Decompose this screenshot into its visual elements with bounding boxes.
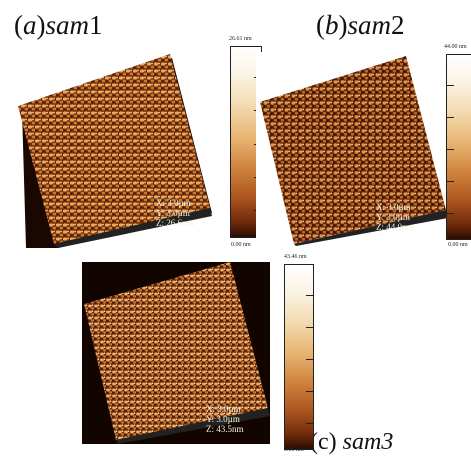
colorbar-c-tick <box>306 327 313 328</box>
colorbar-c-min: 0.00 nm <box>284 447 304 453</box>
afm-image-b: X: 3.0µm Y: 3.0µm Z: 44.0nm <box>256 52 448 246</box>
title-a-number: 1 <box>89 10 103 40</box>
title-a-open: ( <box>14 10 23 40</box>
title-b-name: sam <box>347 10 392 40</box>
scale-y-c: Y: 3.0µm <box>206 414 240 424</box>
colorbar-b-tick <box>447 149 454 150</box>
afm-surface-b <box>260 56 448 246</box>
scale-annotation-c: X: 3.0µm Y: 3.0µm Z: 43.5nm <box>206 404 244 434</box>
title-c-name: sam3 <box>342 429 394 455</box>
colorbar-c-tick <box>306 359 313 360</box>
afm-surface-c <box>82 262 270 444</box>
scale-x-c: X: 3.0µm <box>206 404 241 414</box>
colorbar-b <box>446 54 471 240</box>
panel-a-title: (a)sam1 <box>14 12 103 39</box>
scale-z-b: Z: 44.0nm <box>376 222 414 232</box>
colorbar-b-tick <box>447 117 454 118</box>
title-b-close: ) <box>338 10 348 40</box>
afm-surface-a <box>18 54 212 248</box>
colorbar-b-min: 0.00 nm <box>448 242 468 248</box>
afm-image-c: X: 3.0µm Y: 3.0µm Z: 43.5nm <box>82 262 270 444</box>
title-b-letter: b <box>325 10 339 40</box>
scale-z-c: Z: 43.5nm <box>206 424 244 434</box>
title-b-number: 2 <box>391 10 405 40</box>
colorbar-a-min: 0.00 nm <box>231 242 251 248</box>
title-b-open: ( <box>316 10 325 40</box>
scale-z-a: Z: 26.6nm <box>156 218 194 228</box>
scale-x-b: X: 3.0µm <box>376 202 411 212</box>
title-c-prefix: (c) <box>310 429 343 455</box>
title-a-letter: a <box>23 10 37 40</box>
colorbar-c-tick <box>306 423 313 424</box>
afm-image-a: X: 3.0µm Y: 3.0µm Z: 26.6nm <box>14 48 214 248</box>
title-a-name: sam <box>45 10 90 40</box>
scale-annotation-a: X: 3.0µm Y: 3.0µm Z: 26.6nm <box>156 198 194 228</box>
colorbar-b-tick <box>447 85 454 86</box>
scale-annotation-b: X: 3.0µm Y: 3.0µm Z: 44.0nm <box>376 202 414 232</box>
colorbar-b-tick <box>447 181 454 182</box>
colorbar-b-tick <box>447 213 454 214</box>
colorbar-c <box>284 264 314 450</box>
colorbar-b-max: 44.00 nm <box>444 44 467 50</box>
panel-c-title: (c) sam3 <box>310 430 393 454</box>
scale-y-a: Y: 3.0µm <box>156 208 190 218</box>
scale-x-a: X: 3.0µm <box>156 198 191 208</box>
colorbar-a-max: 26.61 nm <box>229 36 252 42</box>
colorbar-c-tick <box>306 295 313 296</box>
title-a-close: ) <box>36 10 46 40</box>
colorbar-c-tick <box>306 391 313 392</box>
scale-y-b: Y: 3.0µm <box>376 212 410 222</box>
colorbar-c-max: 43.46 nm <box>284 254 307 260</box>
panel-b-title: (b)sam2 <box>316 12 405 39</box>
